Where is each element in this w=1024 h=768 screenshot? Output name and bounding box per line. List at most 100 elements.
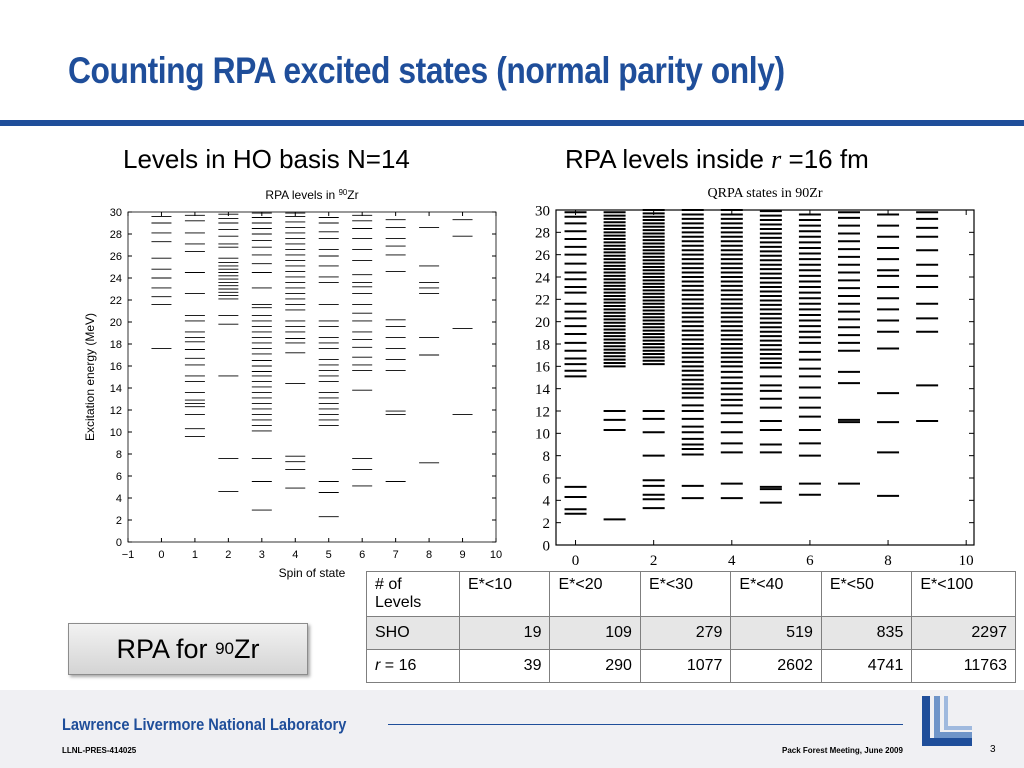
x-tick-label: 6 (359, 549, 365, 561)
table-row: SHO 19 109 279 519 835 2297 (366, 616, 1016, 650)
y-tick-label: 22 (110, 295, 122, 307)
table-cell: 2297 (911, 616, 1016, 650)
table-cell: 519 (730, 616, 822, 650)
plot-frame (555, 209, 975, 546)
x-tick-label: 10 (490, 549, 502, 561)
slide-title: Counting RPA excited states (normal pari… (68, 50, 785, 91)
table-cell: 109 (549, 616, 641, 650)
table-header-cell: E*<30 (639, 571, 732, 617)
y-tick-label: 6 (116, 471, 122, 483)
title-divider (0, 120, 1024, 126)
y-tick-label: 10 (110, 427, 122, 439)
y-axis-label: Excitation energy (MeV) (83, 313, 97, 441)
table-header-cell: E*<100 (911, 571, 1016, 617)
y-tick-label: 30 (535, 203, 550, 219)
x-tick-label: 8 (884, 553, 892, 569)
table-cell: 1077 (639, 649, 732, 683)
row-label-sho: SHO (366, 616, 460, 650)
y-tick-label: 14 (110, 383, 122, 395)
row-label-r16: r = 16 (366, 649, 460, 683)
chart-title: RPA levels in 90Zr (265, 188, 358, 203)
table-cell: 39 (458, 649, 551, 683)
x-tick-label: 4 (728, 553, 736, 569)
y-tick-label: 16 (110, 361, 122, 373)
x-tick-label: 5 (326, 549, 332, 561)
llnl-logo-icon (922, 696, 972, 746)
y-tick-label: 0 (543, 538, 551, 554)
rpa-callout-box: RPA for 90 Zr (68, 623, 308, 675)
y-tick-label: 16 (535, 360, 551, 376)
y-tick-label: 28 (110, 229, 122, 241)
callout-mass-number: 90 (215, 639, 234, 658)
footer-band (0, 690, 1024, 768)
x-tick-label: −1 (122, 549, 135, 561)
y-tick-label: 26 (110, 251, 122, 263)
y-tick-label: 6 (543, 471, 551, 487)
table-cell: 290 (549, 649, 641, 683)
right-chart-heading: RPA levels inside r =16 fm (565, 144, 869, 175)
y-tick-label: 2 (543, 516, 551, 532)
chart-title: QRPA states in 90Zr (708, 186, 823, 201)
x-tick-label: 10 (959, 553, 974, 569)
table-header-cell: E*<20 (549, 571, 641, 617)
x-axis-label: Spin of state (279, 566, 346, 580)
table-cell: 2602 (730, 649, 822, 683)
footer-divider (388, 724, 903, 725)
x-tick-label: 2 (225, 549, 231, 561)
y-tick-label: 2 (116, 515, 122, 527)
y-tick-label: 18 (110, 339, 122, 351)
table-header-row: # of Levels E*<10 E*<20 E*<30 E*<40 E*<5… (366, 571, 1016, 617)
table-cell: 19 (458, 616, 551, 650)
qrpa-levels-chart: QRPA states in 90Zr024681012141618202224… (535, 186, 975, 569)
left-chart-heading: Levels in HO basis N=14 (123, 144, 410, 174)
table-cell: 4741 (820, 649, 913, 683)
y-tick-label: 18 (535, 337, 550, 353)
page-number: 3 (990, 744, 996, 755)
level-count-table: # of Levels E*<10 E*<20 E*<30 E*<40 E*<5… (366, 571, 1016, 683)
y-tick-label: 30 (110, 207, 122, 219)
row-label-text: = 16 (380, 657, 417, 674)
callout-element: Zr (233, 633, 260, 664)
y-tick-label: 26 (535, 248, 551, 264)
y-tick-label: 12 (110, 405, 122, 417)
x-tick-label: 2 (650, 553, 658, 569)
y-tick-label: 0 (116, 537, 122, 549)
table-cell: 11763 (911, 649, 1016, 683)
y-tick-label: 24 (110, 273, 122, 285)
y-tick-label: 12 (535, 404, 550, 420)
x-tick-label: 6 (806, 553, 814, 569)
meeting-name: Pack Forest Meeting, June 2009 (782, 746, 903, 755)
x-tick-label: 7 (393, 549, 399, 561)
right-heading-variable: r (771, 145, 782, 174)
x-tick-label: 0 (572, 553, 580, 569)
plot-frame (127, 211, 497, 543)
table-header-cell: E*<40 (730, 571, 822, 617)
x-tick-label: 4 (292, 549, 298, 561)
table-header-cell: E*<50 (820, 571, 913, 617)
y-tick-label: 8 (116, 449, 122, 461)
x-tick-label: 3 (259, 549, 265, 561)
x-tick-label: 8 (426, 549, 432, 561)
y-tick-label: 8 (543, 449, 551, 465)
y-tick-label: 24 (535, 270, 551, 286)
lab-name: Lawrence Livermore National Laboratory (62, 715, 347, 734)
right-heading-prefix: RPA levels inside (565, 144, 772, 174)
table-header-cell: E*<10 (458, 571, 551, 617)
y-tick-label: 22 (535, 293, 550, 309)
y-tick-label: 4 (543, 494, 551, 510)
row-label-variable: r (375, 657, 381, 674)
table-cell: 279 (639, 616, 732, 650)
y-tick-label: 4 (116, 493, 122, 505)
y-tick-label: 20 (110, 317, 122, 329)
ho-basis-levels-chart: RPA levels in 90Zr0246810121416182022242… (83, 188, 502, 581)
x-tick-label: 1 (192, 549, 198, 561)
y-tick-label: 14 (535, 382, 551, 398)
table-cell: 835 (820, 616, 913, 650)
table-row: r = 16 39 290 1077 2602 4741 11763 (366, 649, 1016, 683)
right-heading-suffix: =16 fm (781, 144, 869, 174)
document-id: LLNL-PRES-414025 (62, 746, 137, 755)
x-tick-label: 9 (459, 549, 465, 561)
callout-text: RPA for (116, 633, 216, 664)
row-label-text: SHO (375, 624, 410, 641)
table-header-cell: # of Levels (366, 571, 460, 617)
